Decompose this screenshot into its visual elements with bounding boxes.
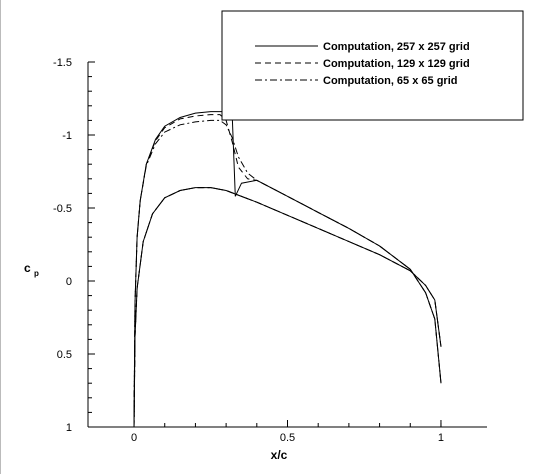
x-axis-title: x/c [271,448,288,462]
series-1-lower-line [133,187,442,428]
y-tick-label: 0.5 [57,349,72,361]
x-ticks: 0 0.5 1 [131,420,444,444]
curves [133,111,442,428]
y-axis-title: c p [24,261,39,278]
y-tick-label: -1 [62,130,72,142]
x-tick-label: 0 [131,432,137,444]
y-tick-label: 0 [66,276,72,288]
series-3-upper-line [133,119,442,428]
y-tick-label: 1 [66,422,72,434]
series-3-lower-line [133,187,442,428]
series-2-lower-line [133,187,442,428]
x-tick-label: 1 [438,432,444,444]
legend-label-2: Computation, 129 x 129 grid [323,58,470,70]
legend-entries: Computation, 257 x 257 grid Computation, … [255,41,470,87]
legend: Computation, 257 x 257 grid Computation, … [221,10,524,121]
x-tick-label: 0.5 [280,432,295,444]
legend-label-1: Computation, 257 x 257 grid [323,41,470,53]
y-axis-title-subscript: p [34,269,39,278]
y-ticks: -1.5 -1 -0.5 0 0.5 1 [53,57,95,434]
series-1-upper-line [133,111,442,428]
legend-label-3: Computation, 65 x 65 grid [323,75,457,87]
y-tick-label: -0.5 [53,203,72,215]
y-axis-title-main: c [24,261,31,275]
y-tick-label: -1.5 [53,57,72,69]
series-2-upper-line [133,114,442,428]
legend-box [221,10,524,121]
